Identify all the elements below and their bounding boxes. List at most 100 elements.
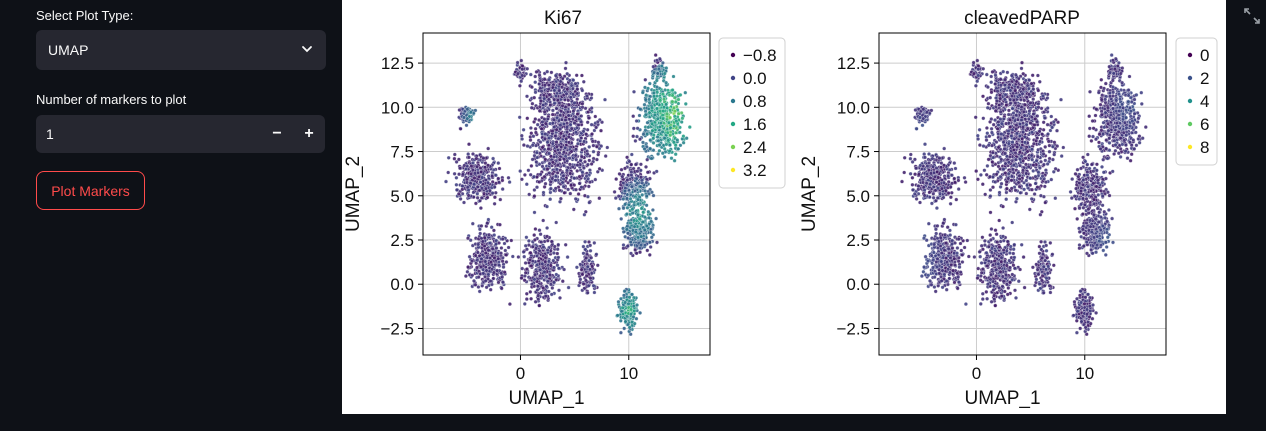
- scatter-point: [590, 139, 595, 144]
- scatter-point: [526, 238, 531, 243]
- scatter-point: [473, 282, 478, 287]
- scatter-point: [530, 244, 535, 249]
- scatter-point: [483, 186, 488, 191]
- scatter-point: [504, 252, 509, 257]
- scatter-point: [529, 105, 534, 110]
- scatter-point: [465, 107, 470, 112]
- scatter-point: [532, 95, 537, 100]
- scatter-point: [629, 152, 634, 157]
- scatter-point: [457, 108, 462, 112]
- scatter-point: [486, 146, 491, 151]
- increment-button[interactable]: +: [304, 125, 314, 142]
- scatter-point: [1001, 116, 1006, 121]
- scatter-point: [934, 166, 939, 170]
- scatter-point: [1040, 174, 1045, 179]
- scatter-point: [500, 259, 505, 264]
- scatter-point: [1004, 186, 1009, 191]
- scatter-point: [584, 174, 589, 179]
- scatter-point: [999, 181, 1004, 186]
- scatter-point: [650, 128, 655, 133]
- scatter-point: [585, 162, 590, 167]
- markers-count-input[interactable]: 1: [46, 126, 54, 142]
- scatter-point: [488, 287, 493, 292]
- scatter-point: [912, 191, 917, 196]
- scatter-point: [509, 238, 514, 243]
- scatter-point: [548, 179, 553, 184]
- scatter-point: [572, 121, 577, 125]
- scatter-point: [949, 190, 954, 195]
- scatter-point: [542, 174, 547, 179]
- scatter-point: [1030, 130, 1034, 135]
- scatter-point: [466, 236, 470, 241]
- scatter-point: [995, 126, 1000, 131]
- scatter-point: [546, 289, 551, 294]
- scatter-point: [476, 275, 481, 280]
- scatter-point: [554, 106, 559, 111]
- scatter-point: [499, 251, 503, 256]
- scatter-point: [588, 276, 593, 281]
- scatter-point: [634, 251, 639, 256]
- scatter-point: [1017, 122, 1022, 126]
- scatter-point: [472, 182, 477, 187]
- scatter-point: [1031, 163, 1036, 168]
- scatter-point: [617, 206, 621, 211]
- scatter-point: [651, 193, 656, 198]
- scatter-point: [534, 143, 538, 148]
- scatter-point: [647, 176, 652, 181]
- scatter-point: [629, 307, 633, 312]
- scatter-point: [1028, 176, 1033, 181]
- scatter-point: [637, 113, 642, 118]
- scatter-point: [532, 188, 537, 192]
- decrement-button[interactable]: −: [272, 125, 282, 142]
- scatter-point: [676, 111, 681, 116]
- plot-markers-button[interactable]: Plot Markers: [36, 171, 145, 210]
- scatter-point: [612, 189, 617, 194]
- scatter-point: [466, 265, 471, 269]
- scatter-point: [1012, 136, 1017, 141]
- scatter-point: [574, 73, 579, 78]
- scatter-point: [571, 92, 575, 97]
- scatter-point: [1014, 123, 1019, 128]
- scatter-point: [534, 150, 539, 155]
- scatter-point: [1053, 166, 1058, 171]
- scatter-point: [542, 239, 547, 244]
- scatter-point: [569, 183, 574, 188]
- scatter-point: [532, 210, 537, 215]
- scatter-point: [991, 185, 995, 190]
- scatter-point: [537, 108, 542, 113]
- scatter-point: [616, 194, 621, 199]
- scatter-point: [996, 164, 1001, 169]
- scatter-point: [1029, 196, 1034, 201]
- scatter-point: [551, 154, 556, 159]
- scatter-point: [465, 269, 470, 274]
- scatter-point: [664, 102, 669, 107]
- scatter-point: [977, 127, 982, 132]
- scatter-point: [687, 125, 692, 130]
- scatter-point: [482, 191, 487, 196]
- scatter-point: [552, 88, 557, 93]
- scatter-point: [594, 157, 599, 162]
- scatter-point: [462, 115, 466, 120]
- scatter-point: [518, 169, 523, 174]
- scatter-point: [444, 179, 448, 184]
- legend-entry: 0.0: [743, 69, 767, 88]
- scatter-point: [575, 97, 580, 102]
- scatter-point: [616, 299, 621, 304]
- scatter-point: [476, 242, 481, 247]
- scatter-point: [623, 300, 628, 305]
- scatter-point: [553, 73, 558, 78]
- scatter-point: [596, 152, 601, 157]
- scatter-point: [534, 246, 538, 251]
- scatter-point: [543, 136, 547, 141]
- scatter-point: [1007, 117, 1012, 122]
- scatter-point: [485, 195, 490, 200]
- scatter-point: [1009, 186, 1014, 191]
- plot-type-select[interactable]: UMAP: [36, 30, 326, 70]
- scatter-point: [536, 297, 541, 302]
- scatter-point: [528, 138, 533, 143]
- scatter-point: [485, 221, 490, 226]
- scatter-point: [605, 145, 610, 150]
- scatter-point: [574, 130, 578, 135]
- scatter-point: [621, 181, 626, 185]
- scatter-point: [584, 132, 589, 137]
